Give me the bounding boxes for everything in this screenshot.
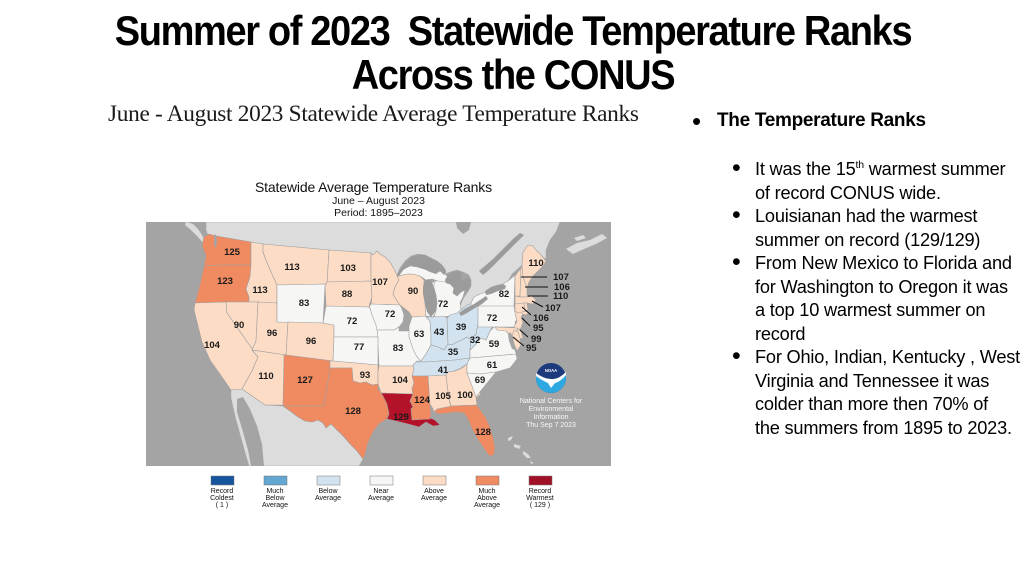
svg-text:Average: Average	[421, 495, 447, 502]
svg-text:95: 95	[526, 343, 537, 354]
svg-text:77: 77	[354, 342, 365, 353]
svg-text:Near: Near	[373, 488, 389, 495]
svg-text:72: 72	[385, 309, 396, 320]
svg-text:Environmental: Environmental	[529, 406, 574, 413]
svg-text:125: 125	[224, 247, 241, 258]
svg-text:72: 72	[438, 299, 449, 310]
svg-text:Average: Average	[315, 495, 341, 502]
svg-text:107: 107	[553, 272, 569, 283]
svg-text:Much: Much	[478, 488, 495, 495]
svg-text:106: 106	[554, 282, 570, 293]
svg-text:61: 61	[487, 360, 498, 371]
svg-text:129: 129	[393, 412, 409, 423]
svg-text:82: 82	[499, 289, 510, 300]
svg-text:124: 124	[414, 395, 431, 406]
svg-text:Above: Above	[424, 488, 444, 495]
svg-text:NOAA: NOAA	[545, 368, 557, 373]
svg-text:Below: Below	[265, 495, 285, 502]
svg-text:Average: Average	[474, 502, 500, 509]
svg-text:90: 90	[408, 286, 419, 297]
svg-text:113: 113	[252, 285, 267, 296]
svg-text:63: 63	[414, 329, 425, 340]
svg-text:39: 39	[456, 322, 467, 333]
svg-text:103: 103	[340, 263, 356, 274]
svg-text:90: 90	[234, 320, 245, 331]
svg-text:Coldest: Coldest	[210, 495, 234, 502]
svg-text:127: 127	[297, 375, 313, 386]
svg-text:Record: Record	[529, 488, 552, 495]
svg-text:95: 95	[533, 323, 544, 334]
svg-text:72: 72	[347, 316, 358, 327]
svg-text:105: 105	[435, 391, 452, 402]
svg-text:Above: Above	[477, 495, 497, 502]
svg-text:88: 88	[342, 289, 353, 300]
svg-text:41: 41	[438, 365, 449, 376]
svg-text:69: 69	[475, 375, 486, 386]
svg-text:128: 128	[345, 406, 361, 417]
svg-text:Average: Average	[262, 502, 288, 509]
svg-text:83: 83	[393, 343, 404, 354]
svg-text:107: 107	[372, 277, 388, 288]
svg-text:35: 35	[448, 347, 459, 358]
svg-text:96: 96	[267, 328, 278, 339]
svg-text:Warmest: Warmest	[526, 495, 554, 502]
svg-text:100: 100	[457, 390, 473, 401]
svg-text:Much: Much	[266, 488, 283, 495]
svg-text:104: 104	[204, 340, 221, 351]
svg-text:43: 43	[434, 327, 445, 338]
svg-text:106: 106	[533, 313, 549, 324]
svg-text:110: 110	[553, 291, 568, 302]
svg-text:93: 93	[360, 370, 371, 381]
svg-text:107: 107	[545, 303, 561, 314]
svg-text:123: 123	[217, 276, 233, 287]
svg-text:59: 59	[489, 339, 500, 350]
svg-text:110: 110	[528, 258, 543, 269]
svg-text:32: 32	[470, 335, 481, 346]
svg-text:72: 72	[487, 313, 498, 324]
svg-text:128: 128	[475, 427, 491, 438]
svg-text:National Centers for: National Centers for	[520, 398, 583, 405]
svg-text:113: 113	[284, 262, 299, 273]
svg-text:Thu Sep 7 2023: Thu Sep 7 2023	[526, 422, 576, 429]
svg-text:83: 83	[299, 298, 310, 309]
svg-text:104: 104	[392, 375, 409, 386]
svg-text:110: 110	[258, 371, 273, 382]
svg-text:( 129 ): ( 129 )	[530, 502, 550, 509]
svg-text:Information: Information	[533, 414, 568, 421]
svg-text:99: 99	[531, 334, 542, 345]
svg-text:( 1 ): ( 1 )	[216, 502, 228, 509]
svg-text:Record: Record	[211, 488, 234, 495]
svg-text:Average: Average	[368, 495, 394, 502]
svg-text:96: 96	[306, 336, 317, 347]
svg-text:Below: Below	[318, 488, 338, 495]
